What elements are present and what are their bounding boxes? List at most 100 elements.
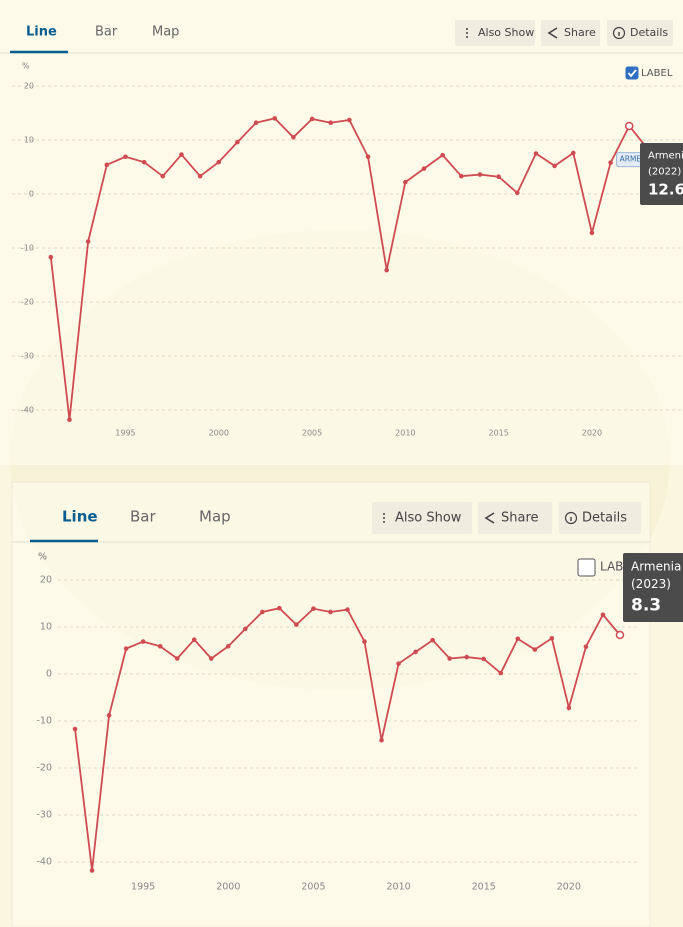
point[interactable] <box>243 627 248 632</box>
point[interactable] <box>496 174 501 179</box>
point[interactable] <box>567 706 572 711</box>
point[interactable] <box>123 154 128 159</box>
point[interactable] <box>550 636 555 641</box>
point[interactable] <box>209 656 214 661</box>
point[interactable] <box>294 622 299 627</box>
point[interactable] <box>311 606 316 611</box>
point[interactable] <box>601 612 606 617</box>
point[interactable] <box>216 160 221 165</box>
point[interactable] <box>235 140 240 145</box>
tooltip-year: (2023) <box>631 577 671 591</box>
tab[interactable]: Bar <box>95 25 118 40</box>
point[interactable] <box>430 638 435 643</box>
button-label[interactable]: Details <box>582 511 627 526</box>
point[interactable] <box>347 118 352 123</box>
label-checkbox[interactable] <box>578 559 595 576</box>
point[interactable] <box>345 607 350 612</box>
point[interactable] <box>366 154 371 159</box>
point[interactable] <box>422 166 427 171</box>
point[interactable] <box>90 868 95 873</box>
icon <box>466 36 468 38</box>
point[interactable] <box>179 152 184 157</box>
point[interactable] <box>590 231 595 236</box>
point[interactable] <box>515 636 520 641</box>
y-tick-label: -30 <box>21 352 34 361</box>
point[interactable] <box>498 671 503 676</box>
point[interactable] <box>160 174 165 179</box>
tab[interactable]: Line <box>62 508 98 526</box>
point[interactable] <box>107 713 112 718</box>
button-label[interactable]: Also Show <box>395 511 462 526</box>
button-label[interactable]: Details <box>630 26 668 39</box>
y-tick-label: 0 <box>46 669 52 680</box>
point[interactable] <box>608 160 613 165</box>
point[interactable] <box>552 164 557 169</box>
point[interactable] <box>626 122 633 129</box>
button-label[interactable]: Share <box>564 26 596 39</box>
point[interactable] <box>379 738 384 743</box>
y-tick-label: 20 <box>40 575 52 586</box>
point[interactable] <box>413 650 418 655</box>
point[interactable] <box>141 639 146 644</box>
point[interactable] <box>362 639 367 644</box>
point[interactable] <box>291 135 296 140</box>
point[interactable] <box>464 655 469 660</box>
point[interactable] <box>328 120 333 125</box>
point[interactable] <box>396 661 401 666</box>
icon <box>383 513 385 515</box>
tab[interactable]: Map <box>152 25 179 40</box>
point[interactable] <box>478 172 483 177</box>
point[interactable] <box>73 727 78 732</box>
x-tick-label: 2005 <box>302 429 322 438</box>
point[interactable] <box>403 180 408 185</box>
point[interactable] <box>440 153 445 158</box>
button-label[interactable]: Share <box>501 511 539 526</box>
point[interactable] <box>571 151 576 156</box>
x-tick-label: 2000 <box>209 429 229 438</box>
y-tick-label: 0 <box>29 190 34 199</box>
point[interactable] <box>49 255 54 260</box>
point[interactable] <box>515 191 520 196</box>
y-tick-label: -30 <box>36 810 52 821</box>
point[interactable] <box>105 163 110 168</box>
x-tick-label: 2010 <box>395 429 415 438</box>
point[interactable] <box>384 268 389 273</box>
point[interactable] <box>192 637 197 642</box>
point[interactable] <box>175 656 180 661</box>
tab[interactable]: Bar <box>130 508 156 526</box>
point[interactable] <box>459 174 464 179</box>
panel-top <box>0 0 683 465</box>
point[interactable] <box>481 657 486 662</box>
point[interactable] <box>198 174 203 179</box>
point[interactable] <box>260 610 265 615</box>
point[interactable] <box>328 610 333 615</box>
tooltip-name: Armenia <box>631 559 681 573</box>
tab[interactable]: Map <box>199 508 231 526</box>
point[interactable] <box>310 117 315 122</box>
label-toggle[interactable]: LABEL <box>641 68 673 79</box>
point[interactable] <box>584 644 589 649</box>
point[interactable] <box>124 646 129 651</box>
point[interactable] <box>67 417 72 422</box>
point[interactable] <box>158 644 163 649</box>
point[interactable] <box>142 160 147 165</box>
point[interactable] <box>226 644 231 649</box>
point[interactable] <box>277 606 282 611</box>
button-label[interactable]: Also Show <box>478 26 534 39</box>
point[interactable] <box>533 647 538 652</box>
tab[interactable]: Line <box>26 25 57 40</box>
point[interactable] <box>254 120 259 125</box>
point[interactable] <box>616 631 623 638</box>
point[interactable] <box>86 239 91 244</box>
point[interactable] <box>447 656 452 661</box>
tooltip-year: (2022) <box>648 167 681 178</box>
tooltip-value: 8.3 <box>631 595 661 615</box>
point[interactable] <box>272 116 277 121</box>
label-checkbox[interactable] <box>626 67 638 79</box>
y-unit: % <box>38 552 47 563</box>
icon <box>466 32 468 34</box>
point[interactable] <box>534 151 539 156</box>
y-tick-label: 20 <box>24 82 34 91</box>
x-tick-label: 2015 <box>472 882 496 893</box>
x-tick-label: 1995 <box>115 429 135 438</box>
